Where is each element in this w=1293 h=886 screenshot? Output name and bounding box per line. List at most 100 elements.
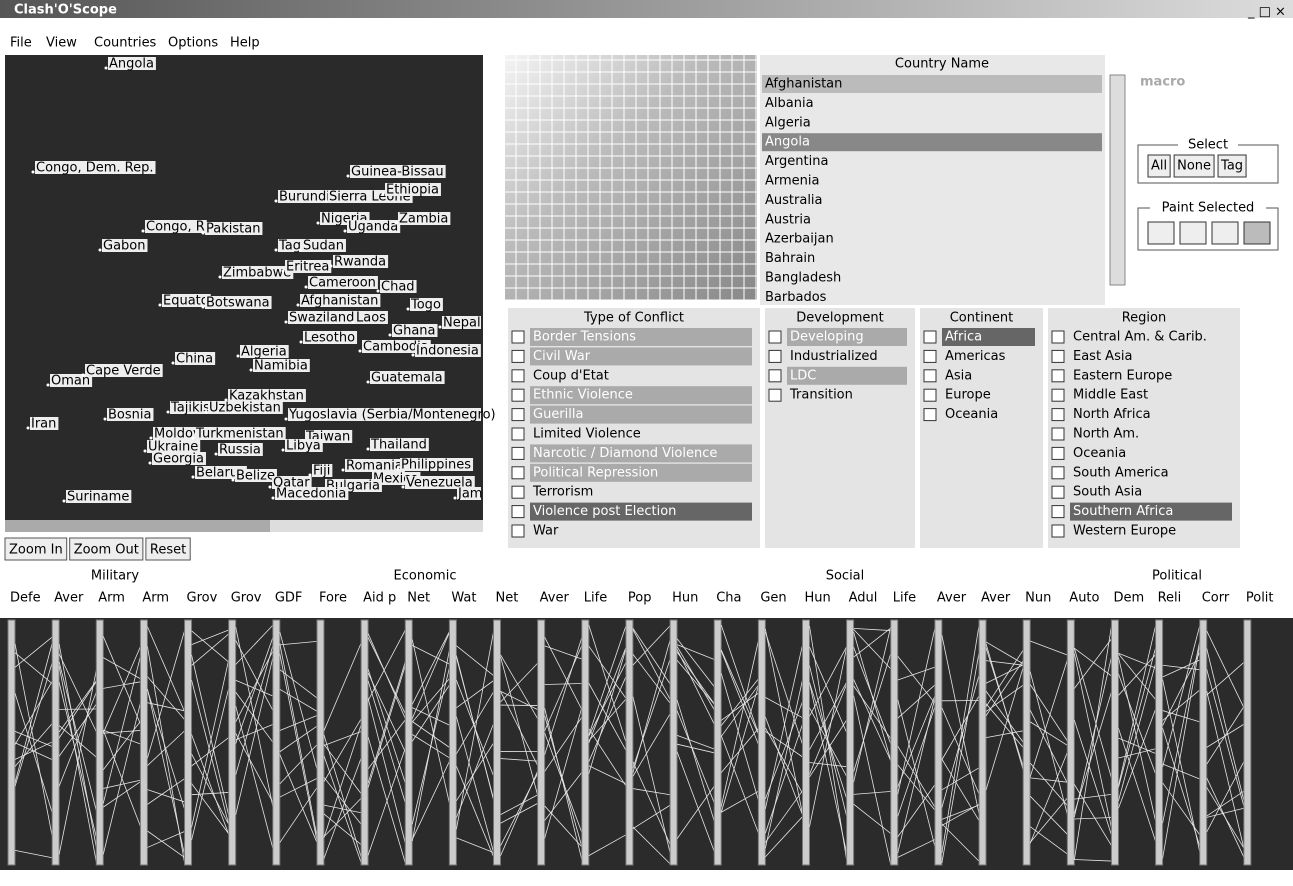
axis-label[interactable]: Wat bbox=[451, 591, 476, 606]
facet-item[interactable]: LDC bbox=[790, 368, 816, 383]
checkbox[interactable] bbox=[924, 350, 936, 362]
country-label[interactable]: Fiji bbox=[313, 464, 330, 479]
axis-bar[interactable] bbox=[96, 620, 103, 865]
axis-label[interactable]: Cha bbox=[716, 591, 741, 606]
country-label[interactable]: Angola bbox=[109, 57, 154, 72]
axis-label[interactable]: Polit bbox=[1246, 591, 1274, 606]
zoom-button-label[interactable]: Reset bbox=[150, 543, 186, 558]
paint-swatch[interactable] bbox=[1148, 222, 1174, 244]
country-label[interactable]: Libya bbox=[286, 439, 321, 454]
country-label[interactable]: Afghanistan bbox=[301, 294, 378, 309]
axis-bar[interactable] bbox=[670, 620, 677, 865]
checkbox[interactable] bbox=[1052, 506, 1064, 518]
checkbox[interactable] bbox=[924, 389, 936, 401]
axis-label[interactable]: Hun bbox=[804, 591, 830, 606]
facet-item[interactable]: South Asia bbox=[1073, 485, 1142, 500]
country-label[interactable]: Lesotho bbox=[304, 331, 355, 346]
paint-swatch[interactable] bbox=[1180, 222, 1206, 244]
axis-bar[interactable] bbox=[758, 620, 765, 865]
axis-label[interactable]: Corr bbox=[1202, 591, 1230, 606]
facet-item[interactable]: Asia bbox=[945, 368, 972, 383]
country-label[interactable]: Congo, Dem. Rep. bbox=[36, 161, 154, 176]
axis-bar[interactable] bbox=[1023, 620, 1030, 865]
checkbox[interactable] bbox=[924, 409, 936, 421]
country-label[interactable]: Iran bbox=[31, 417, 56, 432]
checkbox[interactable] bbox=[769, 331, 781, 343]
axis-bar[interactable] bbox=[185, 620, 192, 865]
axis-bar[interactable] bbox=[494, 620, 501, 865]
country-item[interactable]: Azerbaijan bbox=[765, 232, 834, 247]
menu-item[interactable]: Countries bbox=[94, 36, 157, 51]
country-item[interactable]: Armenia bbox=[765, 174, 820, 189]
axis-label[interactable]: Aver bbox=[54, 591, 84, 606]
facet-item[interactable]: Guerilla bbox=[533, 407, 583, 422]
country-label[interactable]: Tag bbox=[278, 239, 301, 254]
country-item[interactable]: Bangladesh bbox=[765, 271, 841, 286]
axis-label[interactable]: Defe bbox=[10, 591, 41, 606]
axis-label[interactable]: Grov bbox=[231, 591, 262, 606]
country-label[interactable]: Botswana bbox=[206, 296, 270, 311]
country-label[interactable]: Jam bbox=[457, 487, 482, 502]
facet-item[interactable]: Narcotic / Diamond Violence bbox=[533, 446, 717, 461]
axis-bar[interactable] bbox=[802, 620, 809, 865]
axis-label[interactable]: Hun bbox=[672, 591, 698, 606]
country-item[interactable]: Austria bbox=[765, 212, 811, 227]
checkbox[interactable] bbox=[1052, 467, 1064, 479]
checkbox[interactable] bbox=[1052, 428, 1064, 440]
facet-item[interactable]: South America bbox=[1073, 465, 1169, 480]
checkbox[interactable] bbox=[1052, 486, 1064, 498]
checkbox[interactable] bbox=[512, 447, 524, 459]
country-label[interactable]: Laos bbox=[356, 311, 386, 326]
facet-item[interactable]: Violence post Election bbox=[533, 504, 676, 519]
country-label[interactable]: Turkmenistan bbox=[195, 427, 284, 442]
country-label[interactable]: Zambia bbox=[399, 212, 448, 227]
country-label[interactable]: Chad bbox=[381, 280, 415, 295]
axis-bar[interactable] bbox=[1111, 620, 1118, 865]
axis-label[interactable]: Auto bbox=[1069, 591, 1099, 606]
paint-swatch[interactable] bbox=[1212, 222, 1238, 244]
country-item[interactable]: Argentina bbox=[765, 154, 828, 169]
map-scroll-thumb[interactable] bbox=[5, 520, 270, 532]
checkbox[interactable] bbox=[924, 370, 936, 382]
axis-label[interactable]: Life bbox=[584, 591, 607, 606]
axis-label[interactable]: Aver bbox=[981, 591, 1011, 606]
country-label[interactable]: Sudan bbox=[303, 239, 344, 254]
country-label[interactable]: Ethiopia bbox=[386, 183, 439, 198]
axis-bar[interactable] bbox=[626, 620, 633, 865]
axis-bar[interactable] bbox=[1244, 620, 1251, 865]
axis-bar[interactable] bbox=[582, 620, 589, 865]
checkbox[interactable] bbox=[512, 486, 524, 498]
facet-item[interactable]: Middle East bbox=[1073, 388, 1148, 403]
country-label[interactable]: Thailand bbox=[370, 438, 427, 453]
facet-item[interactable]: Africa bbox=[945, 330, 982, 345]
zoom-button-label[interactable]: Zoom Out bbox=[74, 543, 139, 558]
country-label[interactable]: Indonesia bbox=[416, 344, 479, 359]
country-item[interactable]: Bahrain bbox=[765, 251, 815, 266]
checkbox[interactable] bbox=[512, 409, 524, 421]
country-label[interactable]: Algeria bbox=[241, 345, 287, 360]
select-button-label[interactable]: All bbox=[1151, 159, 1167, 174]
axis-bar[interactable] bbox=[8, 620, 15, 865]
menu-item[interactable]: Help bbox=[230, 36, 260, 51]
facet-item[interactable]: Developing bbox=[790, 330, 864, 345]
checkbox[interactable] bbox=[512, 370, 524, 382]
axis-label[interactable]: Net bbox=[496, 591, 519, 606]
facet-item[interactable]: Limited Violence bbox=[533, 427, 641, 442]
country-label[interactable]: Nepal bbox=[443, 316, 481, 331]
axis-bar[interactable] bbox=[979, 620, 986, 865]
axis-bar[interactable] bbox=[229, 620, 236, 865]
axis-label[interactable]: Dem bbox=[1113, 591, 1144, 606]
axis-bar[interactable] bbox=[714, 620, 721, 865]
axis-bar[interactable] bbox=[1156, 620, 1163, 865]
axis-bar[interactable] bbox=[935, 620, 942, 865]
axis-bar[interactable] bbox=[140, 620, 147, 865]
checkbox[interactable] bbox=[1052, 370, 1064, 382]
facet-item[interactable]: Coup d'Etat bbox=[533, 368, 609, 383]
country-label[interactable]: Uzbekistan bbox=[209, 401, 281, 416]
facet-item[interactable]: East Asia bbox=[1073, 349, 1132, 364]
country-item[interactable]: Angola bbox=[765, 135, 810, 150]
facet-item[interactable]: Transition bbox=[789, 388, 853, 403]
checkbox[interactable] bbox=[512, 467, 524, 479]
checkbox[interactable] bbox=[512, 389, 524, 401]
axis-label[interactable]: Grov bbox=[187, 591, 218, 606]
